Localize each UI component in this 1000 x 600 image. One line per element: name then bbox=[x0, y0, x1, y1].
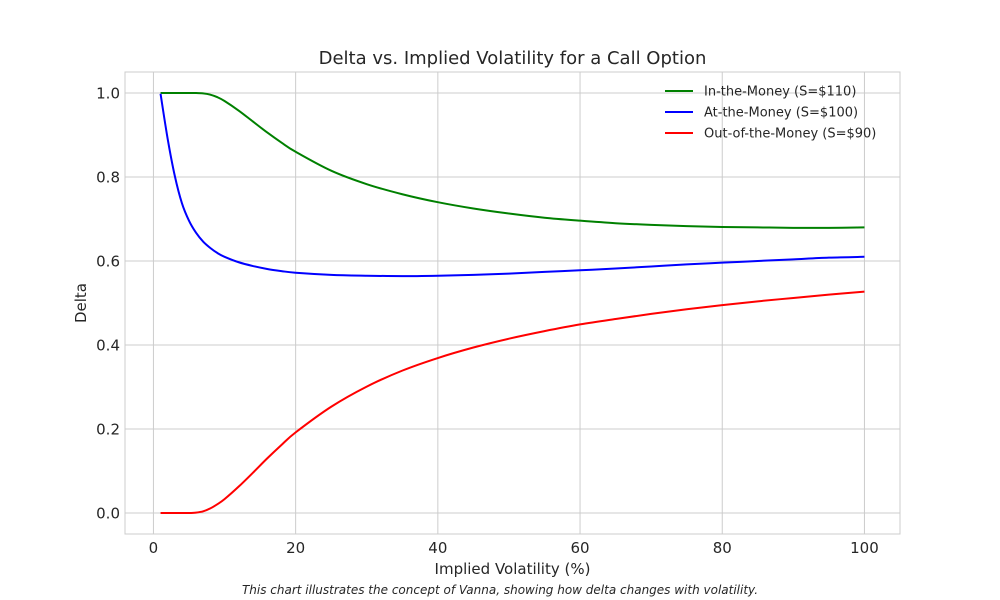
legend: In-the-Money (S=$110) At-the-Money (S=$1… bbox=[665, 85, 876, 142]
x-axis-label: Implied Volatility (%) bbox=[435, 560, 591, 578]
y-tick-label: 1.0 bbox=[96, 85, 120, 103]
axis-ticks: 0 20 40 60 80 100 0.0 0.2 0.4 0.6 0.8 1.0 bbox=[96, 85, 879, 558]
chart-caption: This chart illustrates the concept of Va… bbox=[242, 583, 758, 597]
legend-label-itm: In-the-Money (S=$110) bbox=[704, 85, 856, 100]
y-tick-label: 0.6 bbox=[96, 253, 120, 271]
legend-label-otm: Out-of-the-Money (S=$90) bbox=[704, 127, 876, 142]
grid bbox=[125, 72, 900, 534]
plot-frame bbox=[124, 71, 901, 535]
y-tick-label: 0.4 bbox=[96, 337, 120, 355]
y-tick-label: 0.0 bbox=[96, 505, 120, 523]
y-tick-label: 0.2 bbox=[96, 421, 120, 439]
series-line-itm bbox=[160, 91, 865, 229]
y-tick-label: 0.8 bbox=[96, 169, 120, 187]
x-tick-label: 80 bbox=[713, 539, 732, 557]
x-tick-label: 0 bbox=[149, 539, 159, 557]
data-series bbox=[159, 91, 865, 515]
y-axis-label: Delta bbox=[72, 283, 90, 323]
series-line-otm bbox=[160, 290, 865, 515]
series-line-atm bbox=[159, 93, 865, 278]
x-tick-label: 40 bbox=[428, 539, 447, 557]
chart-title: Delta vs. Implied Volatility for a Call … bbox=[319, 48, 707, 69]
x-tick-label: 20 bbox=[286, 539, 305, 557]
x-tick-label: 100 bbox=[850, 539, 879, 557]
legend-label-atm: At-the-Money (S=$100) bbox=[704, 106, 858, 121]
x-tick-label: 60 bbox=[570, 539, 589, 557]
plot-area bbox=[125, 72, 900, 534]
